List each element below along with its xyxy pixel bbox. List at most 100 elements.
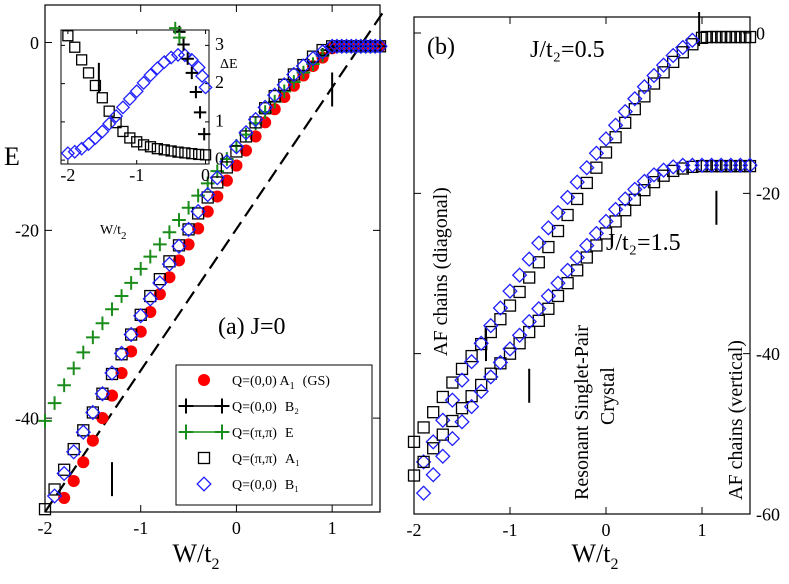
data-point [82, 67, 95, 79]
panel-b-label: (b) [427, 34, 455, 60]
data-point [407, 435, 421, 449]
data-point [579, 159, 595, 176]
x-tick-label: 1 [328, 518, 337, 538]
data-point [115, 366, 128, 380]
data-point [170, 47, 186, 63]
data-point [88, 130, 103, 146]
data-point [559, 262, 576, 279]
data-point [157, 55, 172, 70]
data-point [463, 398, 480, 415]
y-tick-label: -60 [756, 504, 780, 524]
data-point [75, 424, 92, 440]
data-point [190, 203, 206, 220]
data-point [531, 301, 547, 317]
data-point [415, 485, 432, 501]
data-point [220, 161, 234, 174]
x-tick-label: -2 [38, 518, 53, 538]
data-point [609, 215, 622, 228]
legend-item: Q=(0,0) B₁ [196, 476, 299, 493]
panel-a-dashed-line [44, 9, 386, 513]
data-point [513, 337, 526, 350]
data-point [531, 235, 547, 251]
data-point [617, 103, 633, 120]
legend-label: Q=(0,0) A1 (GS) [232, 374, 330, 392]
data-point [266, 87, 283, 103]
data-point [66, 361, 81, 376]
data-point [436, 428, 449, 441]
data-point [89, 79, 102, 92]
data-point [162, 225, 177, 240]
data-point [569, 249, 585, 266]
x-tick-label: -2 [407, 520, 422, 540]
y-tick-label: 3 [215, 34, 224, 54]
data-point [628, 193, 641, 206]
data-point [96, 92, 108, 104]
panel-b: -2 -1 0 1 -60 -40 -20 0 W/t2 (b) J/t₂=0.5 J/t₂=… [407, 12, 780, 573]
legend-item: Q=(π,π) A₁ [197, 451, 300, 467]
data-point [57, 378, 71, 393]
data-point [473, 383, 489, 400]
data-point [76, 345, 91, 360]
legend-item: Q=(π,π) E [178, 424, 294, 441]
data-point [446, 414, 459, 428]
data-point [407, 469, 421, 482]
data-point [46, 488, 63, 504]
data-point [484, 325, 497, 339]
data-point [665, 159, 681, 175]
panel-b-j05-label: J/t₂=0.5 [530, 37, 605, 63]
data-point [76, 54, 88, 66]
data-point [113, 345, 130, 362]
data-point [180, 221, 197, 238]
x-tick-label: 0 [232, 518, 241, 538]
legend-marker [214, 424, 230, 440]
data-point [617, 191, 633, 207]
data-point [129, 84, 144, 99]
data-point [425, 434, 441, 450]
data-point [455, 402, 469, 415]
data-point [742, 157, 758, 174]
asymptote-line [44, 9, 386, 513]
data-point [295, 58, 312, 74]
data-point [144, 141, 157, 153]
data-point [136, 75, 151, 90]
y-tick-label: -20 [756, 184, 780, 204]
data-point [96, 387, 109, 400]
data-point [171, 238, 187, 255]
data-point [627, 181, 643, 198]
data-point [511, 267, 528, 283]
data-point [417, 421, 430, 434]
data-point [199, 186, 216, 203]
data-point [239, 130, 253, 143]
x-tick-label: -1 [133, 518, 148, 538]
data-point [675, 39, 691, 56]
data-point [590, 239, 603, 252]
data-point [484, 367, 497, 380]
data-point [153, 288, 166, 301]
panel-a: -2 -1 0 1-40-200 E W/t2 (a) J=0 Q=(0,0) A1(… [4, 4, 388, 573]
data-point [417, 455, 430, 469]
crystal-label: Crystal [597, 367, 619, 425]
legend-marker [196, 476, 212, 492]
data-point [258, 105, 272, 119]
data-point [199, 149, 212, 161]
data-point [192, 222, 205, 235]
data-point [48, 483, 61, 496]
data-point [219, 154, 235, 170]
data-point [646, 67, 662, 84]
data-point [173, 31, 186, 44]
data-point [211, 176, 224, 189]
data-point [427, 406, 440, 419]
data-point [86, 330, 100, 345]
inset-series [60, 21, 213, 161]
legend-marker [197, 451, 211, 465]
data-point [638, 183, 651, 197]
data-point [105, 302, 119, 317]
data-point [599, 146, 613, 159]
data-point [636, 173, 653, 190]
data-point [257, 99, 273, 116]
data-point [77, 424, 90, 437]
data-point [193, 106, 207, 119]
data-point [503, 347, 517, 360]
panel-b-vertical-markers [485, 12, 718, 403]
data-point [62, 30, 74, 42]
